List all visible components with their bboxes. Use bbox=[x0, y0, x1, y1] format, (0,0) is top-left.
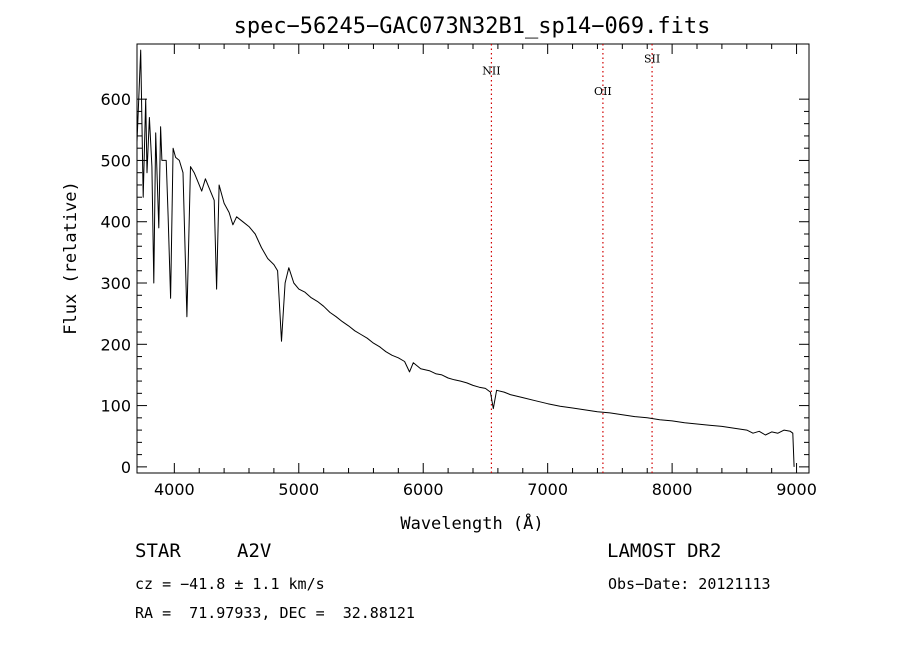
y-tick-label: 200 bbox=[100, 335, 131, 354]
coordinates: RA = 71.97933, DEC = 32.88121 bbox=[135, 604, 415, 622]
y-tick-label: 300 bbox=[100, 274, 131, 293]
y-axis: 0 100 200 300 400 500 600 bbox=[100, 90, 809, 477]
x-tick-label: 5000 bbox=[278, 480, 319, 499]
y-tick-label: 500 bbox=[100, 151, 131, 170]
x-tick-label: 9000 bbox=[776, 480, 817, 499]
y-axis-label: Flux (relative) bbox=[61, 181, 81, 335]
y-tick-label: 400 bbox=[100, 213, 131, 232]
x-axis: 4000 5000 6000 7000 8000 9000 bbox=[154, 44, 817, 499]
x-tick-label: 8000 bbox=[652, 480, 693, 499]
x-tick-label: 7000 bbox=[527, 480, 568, 499]
x-tick-label: 6000 bbox=[403, 480, 444, 499]
x-axis-label: Wavelength (Å) bbox=[400, 512, 543, 534]
chart-title: spec−56245−GAC073N32B1_sp14−069.fits bbox=[234, 14, 711, 39]
line-marker-label: OII bbox=[594, 85, 612, 98]
y-tick-label: 600 bbox=[100, 90, 131, 109]
object-type: STAR bbox=[135, 540, 181, 562]
line-markers: NII OII SII bbox=[482, 44, 660, 473]
observation-date: Obs−Date: 20121113 bbox=[608, 575, 771, 593]
line-marker-label: SII bbox=[644, 52, 660, 65]
spectrum-line bbox=[136, 49, 795, 467]
spectral-subclass: A2V bbox=[237, 540, 272, 562]
plot-frame bbox=[136, 43, 810, 474]
survey-name: LAMOST DR2 bbox=[607, 540, 722, 562]
redshift-velocity: cz = −41.8 ± 1.1 km/s bbox=[135, 575, 325, 593]
line-marker-label: NII bbox=[482, 65, 500, 78]
y-tick-label: 0 bbox=[121, 458, 131, 477]
x-tick-label: 4000 bbox=[154, 480, 195, 499]
spectrum-series bbox=[136, 49, 795, 467]
y-tick-label: 100 bbox=[100, 397, 131, 416]
